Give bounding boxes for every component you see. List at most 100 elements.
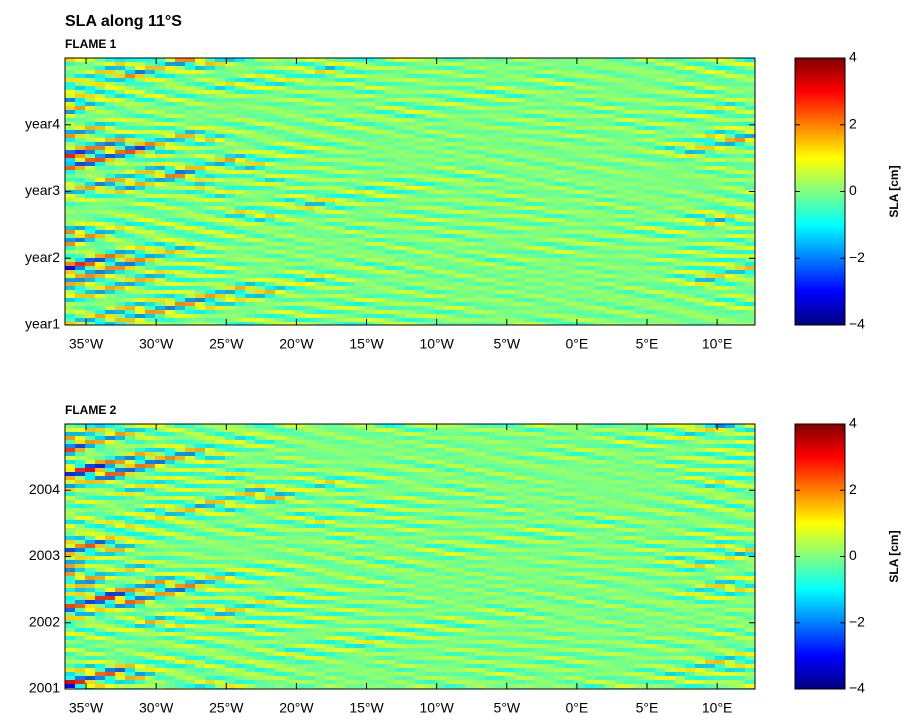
field-cell xyxy=(135,206,145,210)
field-cell xyxy=(345,242,355,246)
field-cell xyxy=(515,198,525,202)
field-cell xyxy=(185,174,195,178)
field-cell xyxy=(405,182,415,186)
field-cell xyxy=(195,258,205,262)
field-cell xyxy=(665,106,675,110)
field-cell xyxy=(405,214,415,218)
field-cell xyxy=(325,90,335,94)
field-cell xyxy=(205,166,215,170)
field-cell xyxy=(665,310,675,314)
field-cell xyxy=(625,90,635,94)
field-cell xyxy=(655,62,665,66)
field-cell xyxy=(215,302,225,306)
field-cell xyxy=(565,424,575,428)
field-cell xyxy=(725,154,735,158)
field-cell xyxy=(675,62,685,66)
field-cell xyxy=(275,266,285,270)
field-cell xyxy=(565,258,575,262)
field-cell xyxy=(285,110,295,114)
field-cell xyxy=(745,166,755,170)
field-cell xyxy=(195,102,205,106)
field-cell xyxy=(545,246,555,250)
field-cell xyxy=(645,238,655,242)
field-cell xyxy=(715,262,725,266)
field-cell xyxy=(725,266,735,270)
field-cell xyxy=(305,294,315,298)
field-cell xyxy=(405,314,415,318)
field-cell xyxy=(595,70,605,74)
field-cell xyxy=(225,238,235,242)
field-cell xyxy=(95,238,105,242)
field-cell xyxy=(305,254,315,258)
field-cell xyxy=(615,90,625,94)
field-cell xyxy=(165,282,175,286)
field-cell xyxy=(155,318,165,322)
field-cell xyxy=(745,62,755,66)
field-cell xyxy=(335,282,345,286)
field-cell xyxy=(455,214,465,218)
field-cell xyxy=(555,82,565,86)
field-cell xyxy=(735,86,745,90)
field-cell xyxy=(255,218,265,222)
field-cell xyxy=(365,146,375,150)
field-cell xyxy=(415,70,425,74)
field-cell xyxy=(635,222,645,226)
field-cell xyxy=(445,226,455,230)
field-cell xyxy=(135,70,145,74)
field-cell xyxy=(415,266,425,270)
field-cell xyxy=(625,282,635,286)
field-cell xyxy=(655,258,665,262)
field-cell xyxy=(465,126,475,130)
field-cell xyxy=(715,250,725,254)
field-cell xyxy=(575,94,585,98)
field-cell xyxy=(665,58,675,62)
field-cell xyxy=(165,102,175,106)
field-cell xyxy=(385,214,395,218)
field-cell xyxy=(225,274,235,278)
field-cell xyxy=(335,94,345,98)
field-cell xyxy=(325,310,335,314)
field-cell xyxy=(565,82,575,86)
field-cell xyxy=(485,146,495,150)
field-cell xyxy=(735,238,745,242)
field-cell xyxy=(455,154,465,158)
field-cell xyxy=(235,114,245,118)
field-cell xyxy=(215,318,225,322)
field-cell xyxy=(735,126,745,130)
field-cell xyxy=(545,278,555,282)
field-cell xyxy=(415,158,425,162)
field-cell xyxy=(65,102,75,106)
field-cell xyxy=(445,286,455,290)
field-cell xyxy=(295,322,305,325)
field-cell xyxy=(405,210,415,214)
field-cell xyxy=(695,314,705,318)
field-cell xyxy=(435,166,445,170)
field-cell xyxy=(205,90,215,94)
field-cell xyxy=(95,270,105,274)
field-cell xyxy=(125,282,135,286)
field-cell xyxy=(405,170,415,174)
field-cell xyxy=(595,74,605,78)
field-cell xyxy=(105,262,115,266)
field-cell xyxy=(355,66,365,70)
field-cell xyxy=(275,318,285,322)
field-cell xyxy=(85,178,95,182)
field-cell xyxy=(695,210,705,214)
field-cell xyxy=(525,226,535,230)
field-cell xyxy=(195,82,205,86)
field-cell xyxy=(325,66,335,70)
field-cell xyxy=(135,428,145,432)
field-cell xyxy=(475,70,485,74)
field-cell xyxy=(215,142,225,146)
field-cell xyxy=(355,306,365,310)
field-cell xyxy=(445,202,455,206)
field-cell xyxy=(65,238,75,242)
field-cell xyxy=(695,86,705,90)
field-cell xyxy=(425,170,435,174)
field-cell xyxy=(315,214,325,218)
field-cell xyxy=(125,158,135,162)
field-cell xyxy=(725,302,735,306)
field-cell xyxy=(195,234,205,238)
field-cell xyxy=(125,66,135,70)
field-cell xyxy=(65,134,75,138)
